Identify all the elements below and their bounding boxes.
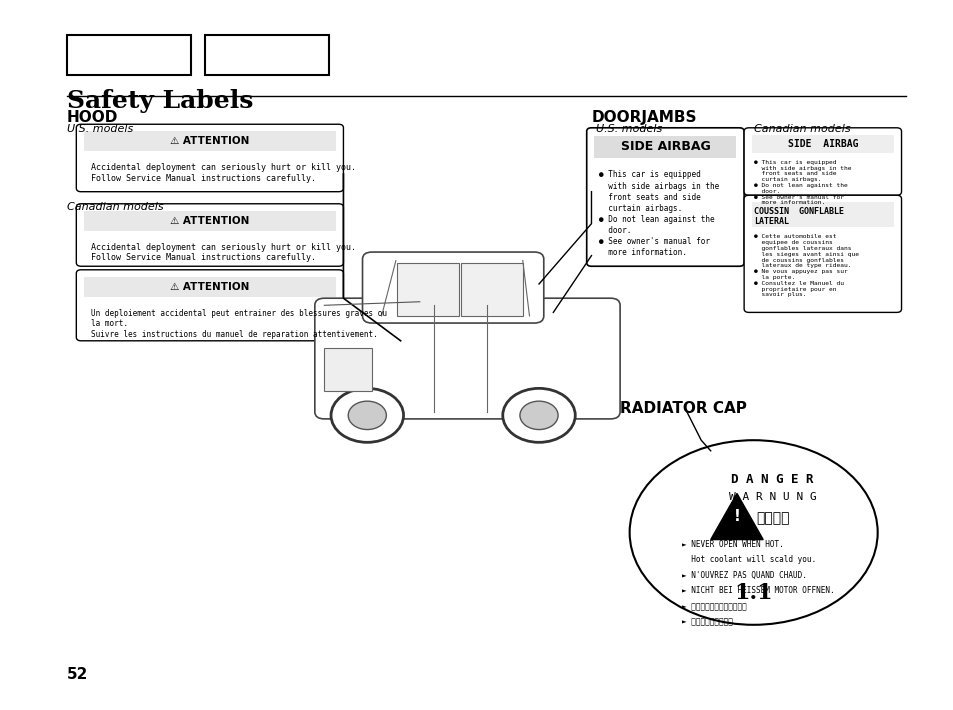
Text: ⚠ ATTENTION: ⚠ ATTENTION [170, 216, 250, 226]
Bar [84, 277, 335, 297]
Circle shape [331, 388, 403, 442]
FancyBboxPatch shape [76, 270, 343, 341]
Text: 危　　险: 危 险 [755, 511, 789, 525]
Text: ● Cette automobile est
  equipee de coussins
  gonflables lateraux dans
  les si: ● Cette automobile est equipee de coussi… [753, 234, 858, 297]
Text: Un deploiement accidental peut entrainer des blessures graves ou
la mort.
Suivre: Un deploiement accidental peut entrainer… [91, 309, 386, 339]
Text: 52: 52 [67, 667, 88, 682]
Text: Canadian models: Canadian models [753, 124, 849, 134]
Text: D A N G E R: D A N G E R [731, 473, 813, 486]
Text: ● This car is equipped
  with side airbags in the
  front seats and side
  curta: ● This car is equipped with side airbags… [598, 170, 719, 257]
Text: ⚠ ATTENTION: ⚠ ATTENTION [170, 136, 250, 146]
Text: Hot coolant will scald you.: Hot coolant will scald you. [681, 555, 816, 564]
Text: Canadian models: Canadian models [67, 202, 163, 212]
Text: U.S. models: U.S. models [67, 124, 132, 134]
Text: U.S. models: U.S. models [596, 124, 661, 134]
Text: ► N'OUVREZ PAS QUAND CHAUD.: ► N'OUVREZ PAS QUAND CHAUD. [681, 571, 806, 580]
FancyBboxPatch shape [743, 128, 901, 195]
Text: ► NICHT BEI HEISSEM MOTOR OFFNEN.: ► NICHT BEI HEISSEM MOTOR OFFNEN. [681, 586, 834, 596]
FancyBboxPatch shape [314, 298, 619, 419]
Text: COUSSIN  GONFLABLE
LATERAL: COUSSIN GONFLABLE LATERAL [753, 207, 842, 226]
Text: SIDE AIRBAG: SIDE AIRBAG [619, 141, 710, 153]
Circle shape [629, 440, 877, 625]
Text: W A R N U N G: W A R N U N G [728, 492, 816, 502]
Bar [751, 202, 893, 227]
Text: Safety Labels: Safety Labels [67, 89, 253, 113]
Bar [594, 136, 736, 158]
FancyBboxPatch shape [743, 195, 901, 312]
Text: ⚠ ATTENTION: ⚠ ATTENTION [170, 282, 250, 292]
Text: SIDE  AIRBAG: SIDE AIRBAG [787, 139, 857, 149]
Text: ► NEVER OPEN WHEN HOT.: ► NEVER OPEN WHEN HOT. [681, 540, 783, 549]
Circle shape [519, 401, 558, 430]
Bar [324, 348, 372, 390]
FancyBboxPatch shape [76, 204, 343, 266]
Bar [84, 131, 335, 151]
FancyBboxPatch shape [362, 252, 543, 323]
Bar [460, 263, 522, 316]
Text: !: ! [733, 508, 740, 524]
Circle shape [502, 388, 575, 442]
Polygon shape [710, 493, 762, 540]
FancyBboxPatch shape [76, 124, 343, 192]
Bar [396, 263, 458, 316]
Text: ► 高温时，请勿打开。: ► 高温时，请勿打开。 [681, 618, 732, 627]
Text: DOORJAMBS: DOORJAMBS [591, 110, 697, 125]
Text: Accidental deployment can seriously hurt or kill you.
Follow Service Manual inst: Accidental deployment can seriously hurt… [91, 163, 355, 182]
Text: HOOD: HOOD [67, 110, 118, 125]
Text: RADIATOR CAP: RADIATOR CAP [619, 401, 746, 416]
Bar [67, 36, 191, 75]
Text: ► 爆い時あけないで下さい。: ► 爆い時あけないで下さい。 [681, 602, 746, 611]
FancyBboxPatch shape [586, 128, 743, 266]
Text: Accidental deployment can seriously hurt or kill you.
Follow Service Manual inst: Accidental deployment can seriously hurt… [91, 243, 355, 262]
Circle shape [348, 401, 386, 430]
Bar [205, 36, 329, 75]
Text: 1.1: 1.1 [734, 582, 772, 604]
Text: ● This car is equipped
  with side airbags in the
  front seats and side
  curta: ● This car is equipped with side airbags… [753, 160, 850, 205]
Bar [84, 211, 335, 231]
Bar [751, 135, 893, 153]
